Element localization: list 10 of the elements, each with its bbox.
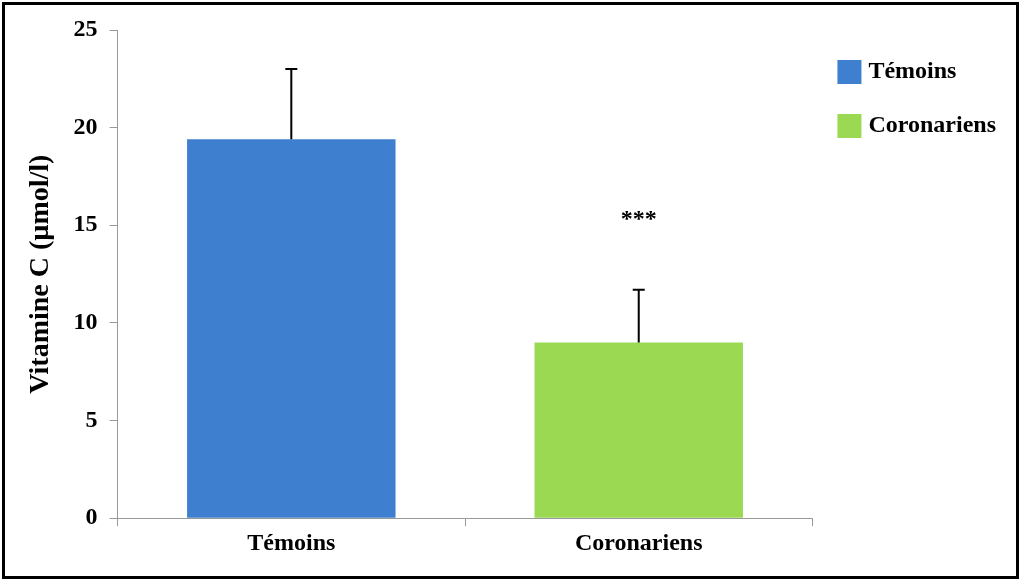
y-tick-label: 25 <box>73 15 98 42</box>
y-tick-label: 5 <box>85 405 98 432</box>
legend-label: Témoins <box>868 57 957 84</box>
legend-label: Coronariens <box>868 111 996 138</box>
y-tick-label: 0 <box>85 503 98 530</box>
y-tick-label: 15 <box>73 210 98 237</box>
y-tick-label: 20 <box>73 112 98 139</box>
y-axis-title: Vitamine C (µmol/l) <box>23 154 55 394</box>
y-tick-label: 10 <box>73 308 98 335</box>
annotation: *** <box>620 204 657 231</box>
